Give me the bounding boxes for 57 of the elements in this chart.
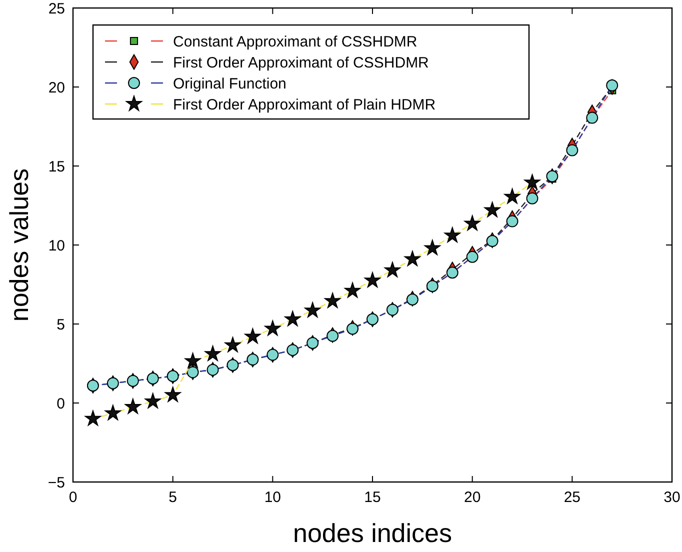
point bbox=[326, 330, 339, 342]
point bbox=[424, 240, 440, 256]
point bbox=[104, 404, 121, 420]
point bbox=[186, 366, 199, 378]
point bbox=[244, 328, 261, 344]
x-tick-label: 20 bbox=[464, 489, 481, 506]
point bbox=[346, 322, 359, 335]
y-tick-label: −5 bbox=[48, 474, 65, 492]
x-axis-title: nodes indices bbox=[293, 518, 452, 548]
legend-label: First Order Approximant of CSSHDMR bbox=[173, 54, 430, 72]
point bbox=[344, 282, 361, 298]
point bbox=[304, 302, 321, 318]
point bbox=[164, 386, 181, 402]
y-tick-label: 15 bbox=[48, 158, 65, 176]
point bbox=[504, 188, 520, 204]
point bbox=[246, 354, 259, 366]
point bbox=[404, 250, 420, 266]
point bbox=[206, 364, 219, 376]
point bbox=[364, 272, 381, 288]
point bbox=[146, 372, 159, 384]
x-tick-label: 15 bbox=[364, 489, 381, 506]
point bbox=[184, 352, 201, 368]
point bbox=[606, 79, 618, 92]
point bbox=[324, 292, 341, 308]
y-tick-label: 10 bbox=[48, 237, 65, 254]
point bbox=[204, 346, 221, 361]
legend-label: Original Function bbox=[173, 75, 286, 92]
point bbox=[86, 380, 99, 392]
point bbox=[524, 174, 540, 190]
point bbox=[226, 359, 239, 372]
legend-label: Constant Approximant of CSSHDMR bbox=[173, 33, 418, 50]
point bbox=[464, 215, 480, 231]
point bbox=[144, 393, 161, 408]
point bbox=[444, 227, 460, 242]
x-tick-label: 30 bbox=[664, 489, 680, 506]
legend-label: First Order Approximant of Plain HDMR bbox=[173, 96, 436, 114]
x-tick-label: 25 bbox=[564, 489, 581, 506]
x-tick-label: 10 bbox=[264, 489, 282, 506]
point bbox=[166, 370, 179, 382]
point bbox=[126, 374, 139, 387]
point bbox=[306, 336, 319, 349]
y-tick-label: 0 bbox=[56, 395, 65, 412]
point bbox=[484, 202, 500, 218]
point bbox=[284, 310, 301, 326]
y-tick-label: 25 bbox=[48, 0, 65, 18]
point bbox=[124, 398, 141, 414]
y-tick-label: 5 bbox=[56, 316, 65, 334]
y-tick-label: 20 bbox=[48, 79, 65, 96]
y-axis-title: nodes values bbox=[4, 168, 34, 322]
point bbox=[384, 262, 400, 278]
x-tick-label: 5 bbox=[168, 489, 178, 506]
point bbox=[266, 348, 279, 361]
point bbox=[286, 344, 299, 356]
point bbox=[224, 336, 241, 352]
point bbox=[264, 320, 281, 336]
point bbox=[84, 410, 101, 426]
x-tick-label: 0 bbox=[68, 489, 78, 506]
